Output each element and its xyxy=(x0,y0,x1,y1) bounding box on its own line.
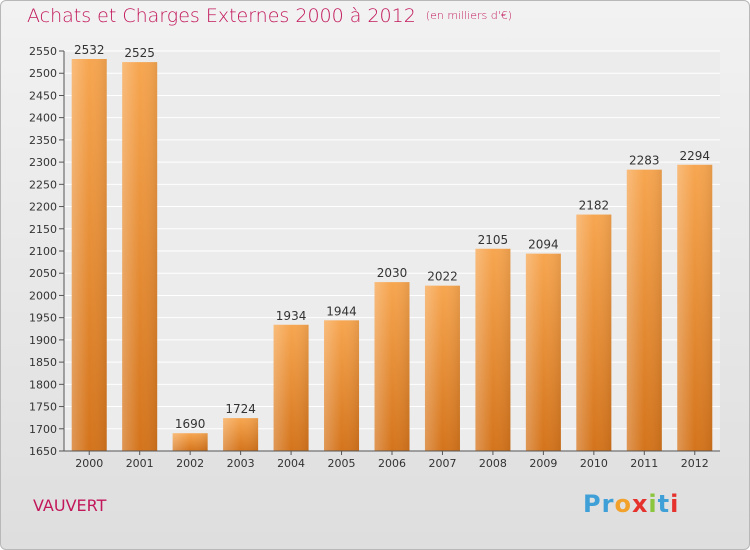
bar-shine xyxy=(424,285,460,451)
x-tick-label: 2003 xyxy=(227,457,255,470)
y-axis: 1650 1700 1750 1800 1850 1900 1950 2000 2050 2100… xyxy=(29,45,65,458)
y-tick-label: 2150 xyxy=(29,223,57,236)
x-tick-label: 2001 xyxy=(126,457,154,470)
y-tick-label: 1750 xyxy=(29,401,57,414)
bar-value-label: 2030 xyxy=(377,266,408,280)
bar-shine xyxy=(677,164,713,451)
x-axis: 2000 2001 2002 2003 2004 2005 2006 2007 2008 2009… xyxy=(64,450,720,470)
bar-value-label: 2294 xyxy=(679,149,710,163)
bar-shine xyxy=(324,320,360,451)
x-tick-label: 2012 xyxy=(681,457,709,470)
bar-value-label: 2532 xyxy=(74,43,105,57)
bar-value-label: 2105 xyxy=(478,233,509,247)
x-tick-label: 2008 xyxy=(479,457,507,470)
y-tick-label: 2050 xyxy=(29,267,57,280)
logo-letter: i xyxy=(648,490,658,518)
x-tick-label: 2002 xyxy=(176,457,204,470)
y-tick-label: 1800 xyxy=(29,378,57,391)
bars: 2532 2525 1690 1724 1934 1944 2030 2022 2105 2094… xyxy=(71,43,713,451)
bar-value-label: 1690 xyxy=(175,417,206,431)
bar-value-label: 2182 xyxy=(579,199,610,213)
bar-value-label: 1944 xyxy=(326,304,357,318)
bar-value-label: 1934 xyxy=(276,309,307,323)
bar-shine xyxy=(525,253,561,451)
bar-shine xyxy=(576,214,612,451)
bar-shine xyxy=(223,418,259,451)
y-tick-label: 2450 xyxy=(29,89,57,102)
logo-letter: o xyxy=(614,490,632,518)
y-tick-label: 2350 xyxy=(29,134,57,147)
y-tick-label: 1950 xyxy=(29,312,57,325)
x-tick-label: 2006 xyxy=(378,457,406,470)
bar-value-label: 2022 xyxy=(427,270,458,284)
logo-letter: P xyxy=(583,490,602,518)
bar-shine xyxy=(71,59,107,451)
y-tick-label: 1650 xyxy=(29,445,57,458)
y-tick-label: 2000 xyxy=(29,289,57,302)
y-tick-label: 2550 xyxy=(29,45,57,58)
y-tick-label: 2100 xyxy=(29,245,57,258)
y-tick-label: 2250 xyxy=(29,178,57,191)
chart-unit: (en milliers d'€) xyxy=(425,9,513,22)
x-tick-label: 2004 xyxy=(277,457,305,470)
bar-shine xyxy=(273,324,309,451)
chart-title-text: Achats et Charges Externes 2000 à 2012 xyxy=(27,5,416,27)
proxiti-logo: Proxiti xyxy=(583,490,679,518)
logo-letter: i xyxy=(670,490,680,518)
y-tick-label: 2500 xyxy=(29,67,57,80)
commune-name: VAUVERT xyxy=(33,496,107,515)
chart-title: Achats et Charges Externes 2000 à 2012 (e… xyxy=(27,5,512,27)
x-tick-label: 2011 xyxy=(630,457,658,470)
bar-shine xyxy=(122,62,158,451)
y-tick-label: 1900 xyxy=(29,334,57,347)
logo-letter: x xyxy=(631,490,649,518)
x-tick-label: 2009 xyxy=(529,457,557,470)
logo-letter: r xyxy=(601,490,615,518)
bar-shine xyxy=(374,282,410,451)
y-tick-label: 2400 xyxy=(29,112,57,125)
x-tick-label: 2005 xyxy=(328,457,356,470)
bar-value-label: 2094 xyxy=(528,238,559,252)
bar-shine xyxy=(475,248,511,451)
x-tick-label: 2007 xyxy=(428,457,456,470)
x-tick-label: 2010 xyxy=(580,457,608,470)
y-tick-label: 2300 xyxy=(29,156,57,169)
bar-shine xyxy=(626,169,662,451)
y-tick-label: 2200 xyxy=(29,201,57,214)
y-tick-label: 1700 xyxy=(29,423,57,436)
bar-value-label: 2525 xyxy=(124,46,155,60)
bar-shine xyxy=(172,433,208,451)
logo-letter: t xyxy=(657,490,671,518)
bar-value-label: 2283 xyxy=(629,154,660,168)
bar-value-label: 1724 xyxy=(225,402,256,416)
y-tick-label: 1850 xyxy=(29,356,57,369)
x-tick-label: 2000 xyxy=(75,457,103,470)
